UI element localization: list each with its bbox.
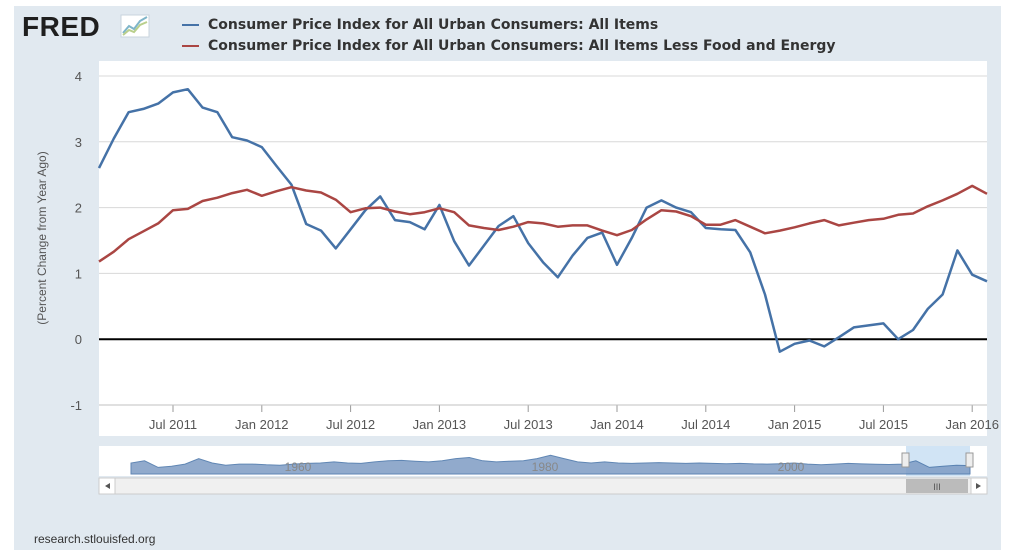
x-axis-ticks: Jul 2011 Jan 2012 Jul 2012 Jan 2013 Jul 2013… <box>99 404 999 432</box>
legend-label: Consumer Price Index for All Urban Consu… <box>208 16 659 33</box>
legend-swatch-blue <box>182 23 199 26</box>
grip-icon: III <box>933 482 941 492</box>
navigator-series <box>130 454 971 475</box>
plot-area <box>99 61 987 436</box>
navigator[interactable]: 1960 1980 2000 III <box>98 446 988 495</box>
source-link[interactable]: research.stlouisfed.org <box>34 532 156 546</box>
navigator-label: 1960 <box>285 460 312 474</box>
navigator-handle-left[interactable] <box>901 452 910 468</box>
y-tick-label: 4 <box>75 69 82 84</box>
scrollbar-track[interactable] <box>98 477 988 495</box>
x-tick-label: Jul 2014 <box>681 417 730 432</box>
chart-legend: Consumer Price Index for All Urban Consu… <box>182 14 836 56</box>
arrow-right-icon <box>976 483 981 489</box>
x-tick-label: Jan 2015 <box>768 417 822 432</box>
x-tick-label: Jul 2015 <box>859 417 908 432</box>
legend-item-all-items[interactable]: Consumer Price Index for All Urban Consu… <box>182 14 836 35</box>
legend-label: Consumer Price Index for All Urban Consu… <box>208 37 836 54</box>
navigator-label: 1980 <box>532 460 559 474</box>
x-tick-label: Jan 2016 <box>945 417 999 432</box>
y-tick-label: 1 <box>75 266 82 281</box>
x-tick-label: Jan 2013 <box>413 417 467 432</box>
y-tick-label: 2 <box>75 201 82 216</box>
arrow-left-icon <box>105 483 110 489</box>
x-tick-label: Jul 2012 <box>326 417 375 432</box>
x-tick-label: Jan 2014 <box>590 417 644 432</box>
y-tick-label: -1 <box>70 398 82 413</box>
y-axis-label: (Percent Change from Year Ago) <box>35 151 49 324</box>
y-tick-label: 3 <box>75 135 82 150</box>
scrollbar-thumb[interactable] <box>906 479 968 493</box>
fred-logo[interactable]: FRED <box>22 11 101 42</box>
x-tick-label: Jul 2013 <box>504 417 553 432</box>
legend-swatch-red <box>182 44 199 47</box>
series-line-all-items[interactable] <box>97 87 988 353</box>
x-tick-label: Jan 2012 <box>235 417 289 432</box>
fred-chart-icon <box>120 14 150 38</box>
x-tick-label: Jul 2011 <box>149 417 197 432</box>
legend-item-core[interactable]: Consumer Price Index for All Urban Consu… <box>182 35 836 56</box>
navigator-handle-right[interactable] <box>965 452 974 468</box>
y-axis-ticks: -1 0 1 2 3 4 <box>70 69 82 413</box>
series-line-core[interactable] <box>98 184 988 263</box>
navigator-label: 2000 <box>778 460 805 474</box>
series-lines <box>97 87 988 353</box>
y-tick-label: 0 <box>75 332 82 347</box>
